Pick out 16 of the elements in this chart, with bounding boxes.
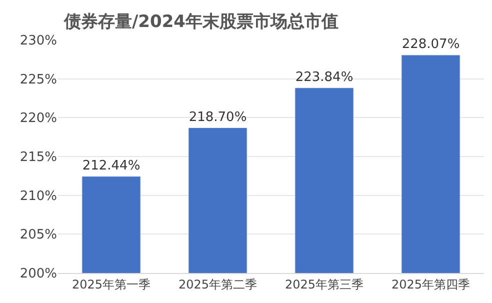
y-tick-label: 220% bbox=[20, 111, 57, 126]
x-tick-label: 2025年第三季 bbox=[284, 277, 364, 292]
y-tick-label: 215% bbox=[20, 150, 57, 166]
x-tick-label: 2025年第一季 bbox=[72, 277, 151, 292]
y-tick-label: 200% bbox=[20, 266, 57, 282]
data-label: 223.84% bbox=[295, 70, 354, 85]
x-tick-label: 2025年第四季 bbox=[391, 277, 470, 292]
data-label: 212.44% bbox=[82, 158, 140, 174]
y-tick-label: 205% bbox=[20, 228, 57, 243]
data-label: 228.07% bbox=[402, 36, 460, 52]
y-tick-label: 230% bbox=[20, 34, 57, 49]
y-tick-label: 210% bbox=[20, 188, 57, 204]
x-tick-label: 2025年第二季 bbox=[178, 277, 258, 292]
y-tick-label: 225% bbox=[20, 72, 57, 88]
data-label: 218.70% bbox=[188, 110, 247, 125]
chart-title: 债券存量/2024年末股票市场总市值 bbox=[62, 12, 338, 32]
